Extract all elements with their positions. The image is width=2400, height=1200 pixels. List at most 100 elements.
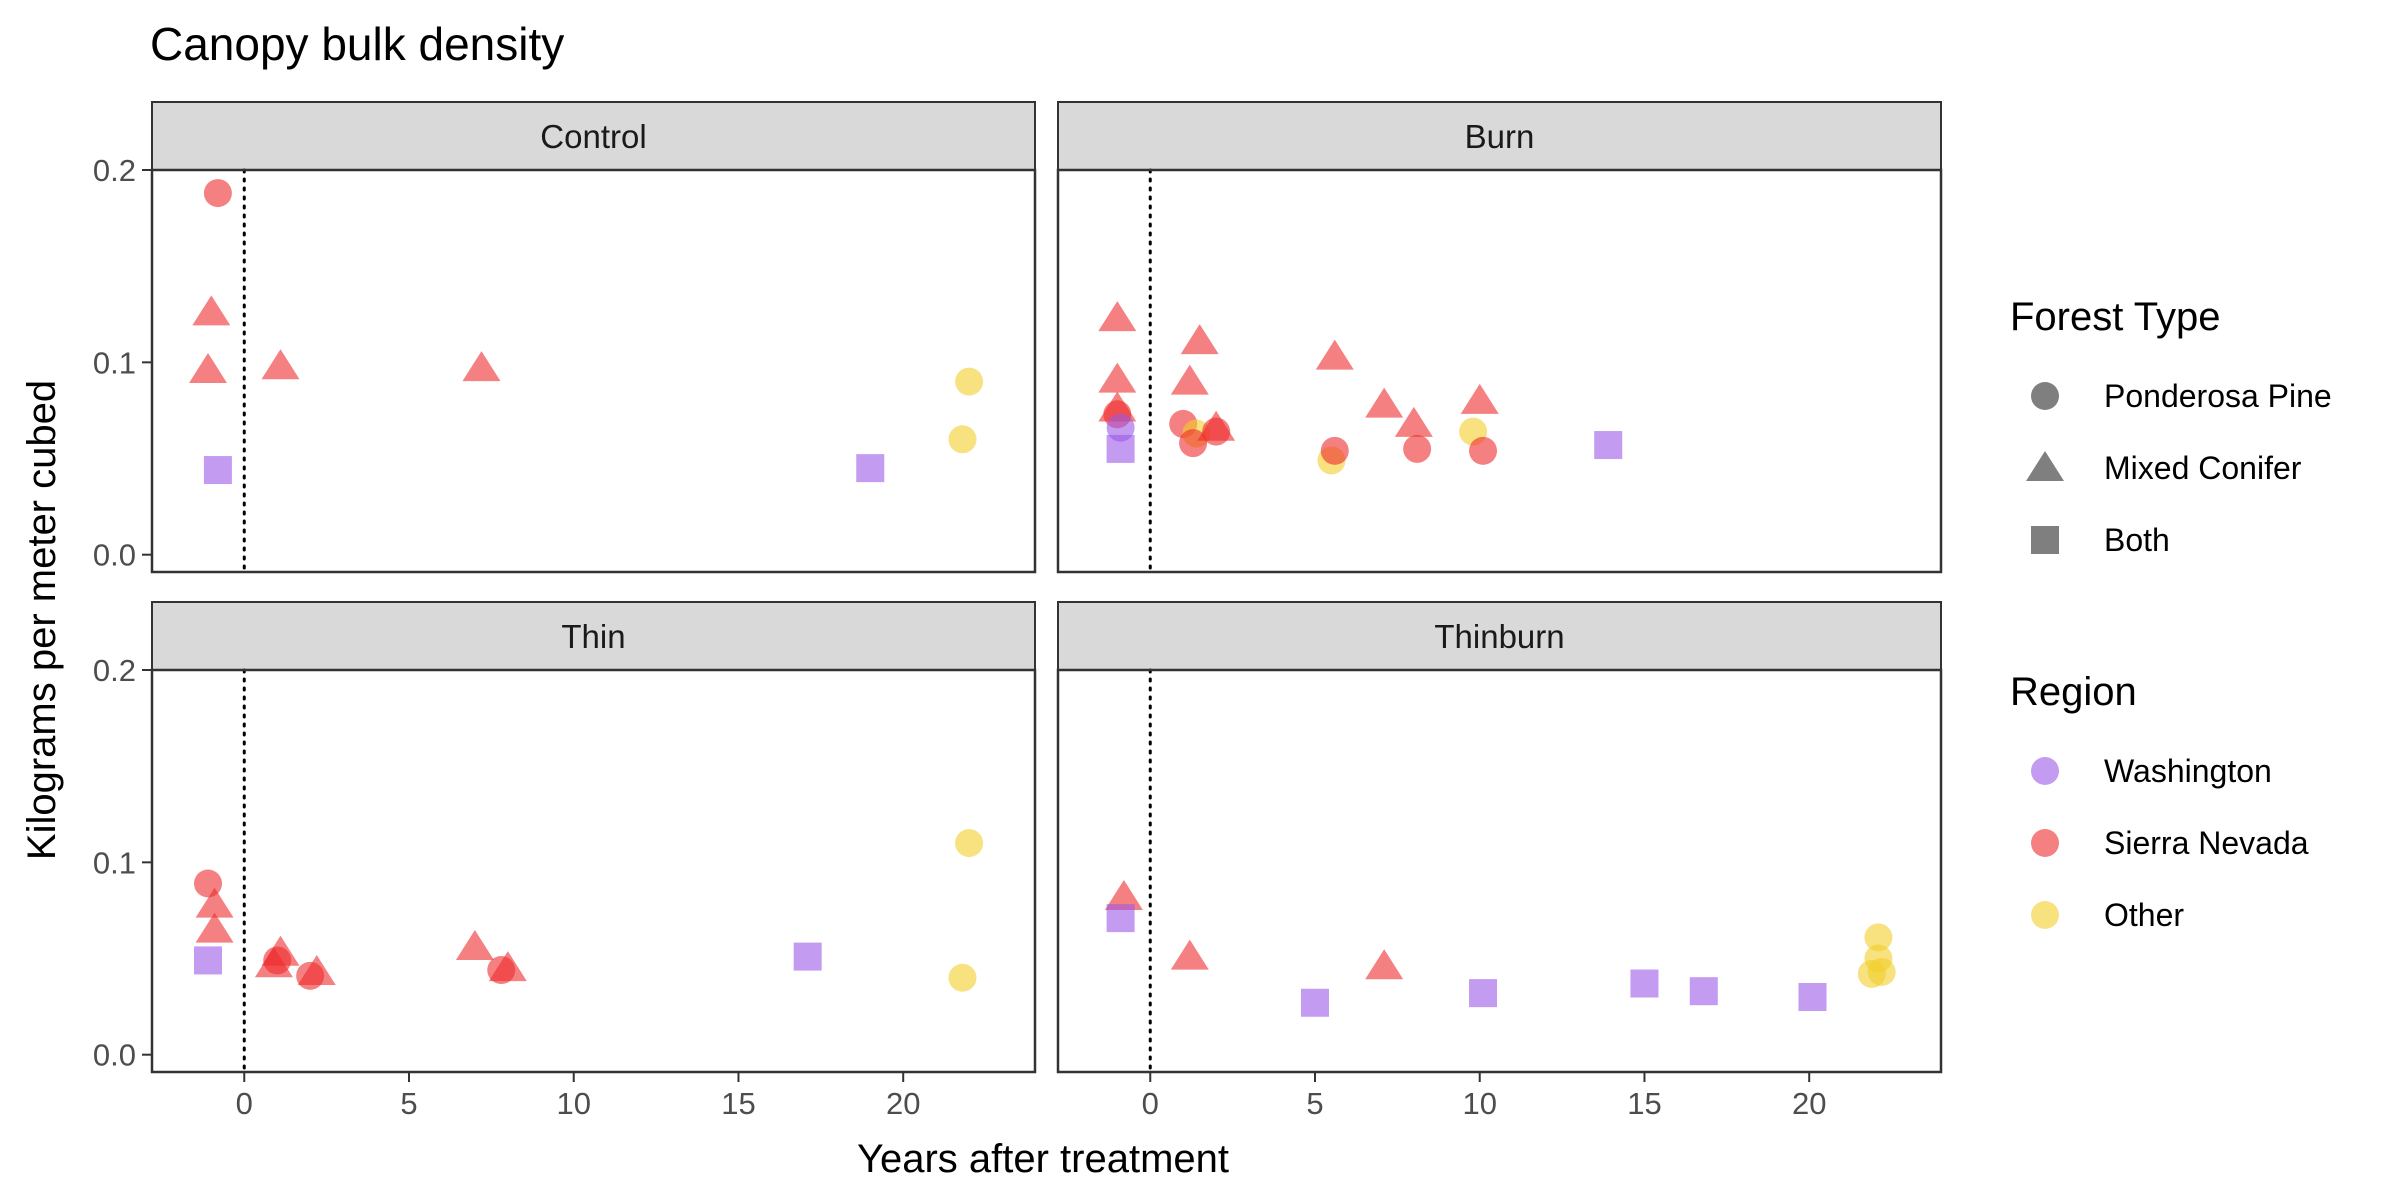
- legend-key-other: [2031, 901, 2059, 929]
- data-point: [1469, 436, 1498, 465]
- data-point: [955, 829, 984, 858]
- y-tick-label: 0.0: [93, 1038, 136, 1073]
- y-tick-label: 0.1: [93, 345, 136, 380]
- data-point: [793, 942, 822, 971]
- data-point: [955, 367, 984, 396]
- facet-panel-control: Control 0.0 0.1 0.2: [93, 101, 1037, 574]
- legend-key-square: [2031, 526, 2059, 554]
- data-point: [203, 456, 232, 485]
- data-point: [203, 179, 232, 208]
- y-axis-label: Kilograms per meter cubed: [20, 380, 64, 860]
- x-tick-label: 15: [721, 1086, 755, 1121]
- x-tick-label: 0: [236, 1086, 253, 1121]
- legend-label: Other: [2104, 897, 2184, 933]
- data-point: [1394, 406, 1433, 437]
- data-point: [948, 425, 977, 454]
- data-point: [1202, 417, 1231, 446]
- data-point: [1170, 939, 1209, 970]
- x-tick-label: 10: [1462, 1086, 1496, 1121]
- data-point: [1469, 979, 1498, 1008]
- plot-area: [1058, 170, 1941, 572]
- data-point: [1867, 957, 1896, 986]
- x-tick-label: 5: [400, 1086, 417, 1121]
- data-point: [195, 912, 234, 943]
- data-point: [1320, 436, 1349, 465]
- data-point: [1798, 982, 1827, 1011]
- data-point: [1106, 413, 1135, 442]
- plot-area: [1058, 670, 1941, 1072]
- x-tick-label: 15: [1627, 1086, 1661, 1121]
- data-point: [487, 956, 516, 985]
- data-point: [1300, 988, 1329, 1017]
- legend-title-region: Region: [2010, 670, 2137, 714]
- y-tick-label: 0.0: [93, 538, 136, 573]
- panel-border: [150, 668, 1037, 1074]
- facet-strip: [151, 101, 1036, 171]
- panel-border: [1056, 668, 1943, 1074]
- facet-panel-thinburn: Thinburn 0 5 10 15 20: [1056, 601, 1943, 1121]
- data-point: [1098, 362, 1137, 393]
- data-point: [462, 351, 501, 382]
- facet-label: Thinburn: [1434, 618, 1564, 655]
- plot-area: [152, 670, 1035, 1072]
- x-axis-label: Years after treatment: [857, 1137, 1229, 1181]
- legend: Forest Type Ponderosa Pine Mixed Conifer Bo…: [2010, 295, 2332, 933]
- facet-label: Burn: [1465, 118, 1535, 155]
- legend-label: Washington: [2104, 753, 2272, 789]
- legend-key-triangle: [2026, 451, 2064, 481]
- y-tick-label: 0.1: [93, 845, 136, 880]
- data-point: [1689, 977, 1718, 1006]
- facet-strip: [151, 601, 1036, 671]
- data-point: [296, 961, 325, 990]
- y-tick-label: 0.2: [93, 153, 136, 188]
- data-point: [1460, 383, 1499, 414]
- y-tick-label: 0.2: [93, 653, 136, 688]
- facet-label: Control: [540, 118, 646, 155]
- facet-strip: [1057, 101, 1942, 171]
- data-point: [263, 946, 292, 975]
- facet-panels: Control 0.0 0.1 0.2 Burn Thin 0.0 0.1 0.2 0 5 10 15 2…: [93, 101, 1943, 1121]
- legend-key-sierra-nevada: [2031, 829, 2059, 857]
- data-point: [1594, 431, 1623, 460]
- legend-key-washington: [2031, 757, 2059, 785]
- legend-label: Both: [2104, 522, 2170, 558]
- data-point: [1106, 434, 1135, 463]
- data-point: [1365, 949, 1404, 980]
- data-point: [1630, 969, 1659, 998]
- data-point: [192, 295, 231, 326]
- x-tick-label: 20: [1792, 1086, 1826, 1121]
- legend-title-forest-type: Forest Type: [2010, 295, 2220, 339]
- data-point: [189, 353, 228, 384]
- data-point: [1864, 923, 1893, 952]
- panel-border: [150, 168, 1037, 574]
- data-point: [1170, 364, 1209, 395]
- data-point: [948, 963, 977, 992]
- data-point: [1315, 339, 1354, 370]
- data-point: [1098, 301, 1137, 332]
- x-tick-label: 20: [886, 1086, 920, 1121]
- x-tick-label: 10: [556, 1086, 590, 1121]
- data-point: [195, 887, 234, 918]
- data-point: [1180, 324, 1219, 355]
- x-tick-label: 5: [1306, 1086, 1323, 1121]
- legend-label: Ponderosa Pine: [2104, 378, 2332, 414]
- panel-border: [1056, 168, 1943, 574]
- data-point: [1104, 879, 1143, 910]
- legend-key-circle: [2031, 382, 2059, 410]
- data-point: [1403, 434, 1432, 463]
- data-point: [194, 946, 223, 975]
- data-point: [1106, 904, 1135, 933]
- legend-label: Mixed Conifer: [2104, 450, 2302, 486]
- facet-panel-thin: Thin 0.0 0.1 0.2 0 5 10 15 20: [93, 601, 1037, 1121]
- data-point: [261, 349, 300, 380]
- facet-panel-burn: Burn: [1056, 101, 1943, 574]
- data-point: [1365, 387, 1404, 418]
- facet-label: Thin: [561, 618, 625, 655]
- chart-title: Canopy bulk density: [150, 18, 564, 70]
- plot-area: [152, 170, 1035, 572]
- data-point: [455, 929, 494, 960]
- legend-label: Sierra Nevada: [2104, 825, 2309, 861]
- data-point: [856, 454, 885, 483]
- x-tick-label: 0: [1142, 1086, 1159, 1121]
